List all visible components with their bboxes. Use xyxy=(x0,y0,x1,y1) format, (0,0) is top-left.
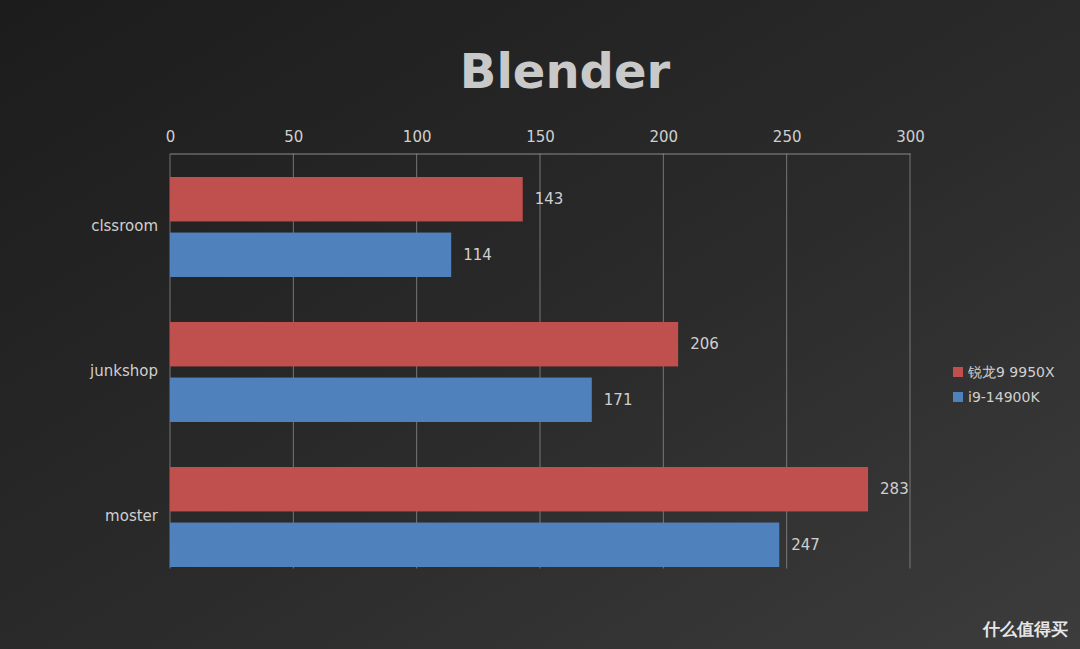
y-tick: clssroom xyxy=(91,217,170,235)
legend-swatch xyxy=(953,392,963,402)
x-tick-label: 150 xyxy=(526,128,555,146)
chart: Blender 0 50 100 150 200 250 300 clssroom junksho… xyxy=(0,0,1080,649)
x-tick: 300 xyxy=(896,128,925,154)
x-tick-label: 200 xyxy=(650,128,679,146)
x-tick: 200 xyxy=(650,128,679,154)
x-tick-label: 300 xyxy=(896,128,925,146)
legend: 锐龙9 9950X i9-14900K xyxy=(953,364,1055,405)
legend-item: i9-14900K xyxy=(953,389,1040,405)
legend-item: 锐龙9 9950X xyxy=(953,364,1055,380)
x-tick: 250 xyxy=(773,128,802,154)
y-tick: junkshop xyxy=(89,362,170,380)
bars xyxy=(170,177,868,567)
grid xyxy=(170,154,910,569)
x-axis-line xyxy=(171,154,911,155)
x-tick: 150 xyxy=(526,128,555,154)
x-axis: 0 50 100 150 200 250 300 xyxy=(166,128,925,155)
bar xyxy=(170,177,523,221)
legend-label: i9-14900K xyxy=(968,389,1040,405)
data-labels: 143 206 283 114 171 247 xyxy=(463,190,909,554)
x-tick-label: 250 xyxy=(773,128,802,146)
legend-swatch xyxy=(953,367,963,377)
y-tick-label: clssroom xyxy=(91,217,158,235)
watermark: 什么值得买 xyxy=(982,619,1068,639)
data-label: 143 xyxy=(535,190,564,208)
bar xyxy=(170,322,678,366)
x-tick-label: 100 xyxy=(403,128,432,146)
x-tick-label: 0 xyxy=(166,128,176,146)
x-tick: 100 xyxy=(403,128,432,154)
grid-line xyxy=(910,154,911,569)
legend-label: 锐龙9 9950X xyxy=(967,364,1055,380)
data-label: 247 xyxy=(791,536,820,554)
y-tick-label: junkshop xyxy=(89,362,158,380)
x-tick: 0 xyxy=(166,128,176,154)
data-label: 206 xyxy=(690,335,719,353)
data-label: 171 xyxy=(604,391,633,409)
bar xyxy=(170,523,779,567)
title: Blender xyxy=(460,43,671,99)
y-axis: clssroom junkshop moster xyxy=(89,217,170,525)
data-label: 114 xyxy=(463,246,492,264)
bar xyxy=(170,378,592,422)
y-tick-label: moster xyxy=(105,507,159,525)
x-tick: 50 xyxy=(284,128,303,154)
y-tick: moster xyxy=(105,507,170,525)
background xyxy=(0,0,1080,649)
bar xyxy=(170,467,868,511)
bar xyxy=(170,233,451,277)
data-label: 283 xyxy=(880,480,909,498)
x-tick-label: 50 xyxy=(284,128,303,146)
